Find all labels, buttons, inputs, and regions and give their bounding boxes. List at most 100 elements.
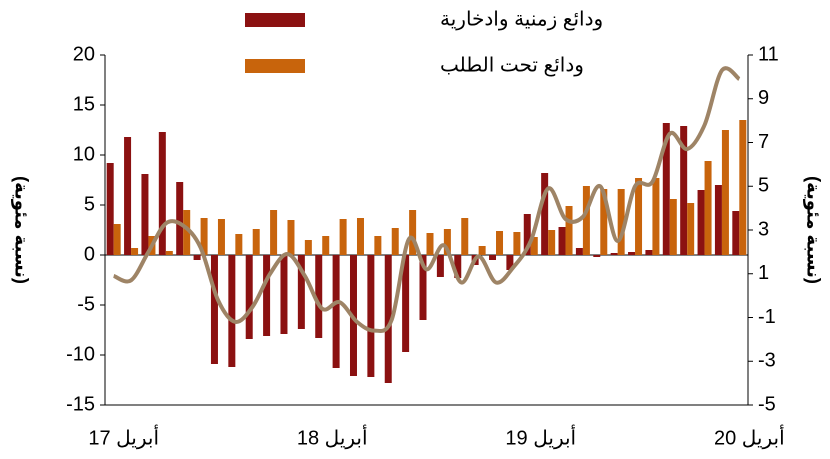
bar (141, 174, 149, 255)
bar (183, 210, 191, 255)
bar (322, 236, 330, 255)
bar (228, 255, 236, 367)
bar (436, 255, 444, 277)
bar (662, 123, 670, 255)
bar (593, 255, 601, 257)
bar (158, 132, 166, 255)
bar (124, 137, 132, 255)
bar (367, 255, 375, 377)
bar (384, 255, 392, 383)
bar (582, 186, 590, 255)
bar (176, 182, 184, 255)
bar (575, 248, 583, 255)
bar (419, 255, 427, 320)
legend-swatch (245, 59, 305, 73)
bar (235, 234, 243, 255)
y2-tick-label: 9 (758, 87, 769, 109)
y-axis-label: (نسبة مئوية) (10, 176, 31, 284)
bar (652, 178, 660, 255)
bar (523, 214, 531, 255)
bar (263, 255, 271, 336)
line (112, 66, 741, 334)
bar (461, 218, 469, 255)
bar (558, 227, 566, 255)
bar (513, 232, 521, 255)
bar (680, 126, 688, 255)
bar (356, 218, 364, 255)
bar (245, 255, 253, 339)
y-tick-label: 20 (73, 43, 95, 65)
bar (409, 210, 417, 255)
y2-tick-label: 3 (758, 218, 769, 240)
y-tick-label: -15 (66, 393, 95, 415)
x-tick-label: أبريل 17 (88, 424, 159, 449)
x-tick-label: أبريل 20 (714, 424, 785, 449)
bar (339, 219, 347, 255)
bar (635, 178, 643, 255)
bar (165, 251, 173, 255)
bar (669, 199, 677, 255)
bar (496, 231, 504, 255)
bar (645, 250, 653, 255)
bar (478, 246, 486, 255)
y2-tick-label: -1 (758, 306, 776, 328)
bar (315, 255, 323, 338)
y-tick-label: -5 (77, 293, 95, 315)
y2-tick-label: -5 (758, 393, 776, 415)
bar (200, 218, 208, 255)
y-tick-label: 15 (73, 93, 95, 115)
x-tick-label: أبريل 19 (505, 424, 576, 449)
bar (332, 255, 340, 368)
bar (714, 185, 722, 255)
y2-tick-label: 11 (758, 43, 779, 65)
bar (280, 255, 288, 334)
bar (113, 224, 121, 255)
y2-tick-label: 5 (758, 175, 769, 197)
y-tick-label: 10 (73, 143, 95, 165)
bar (600, 189, 608, 255)
bar (131, 248, 139, 255)
bar (426, 233, 434, 255)
bar (704, 161, 712, 255)
y-tick-label: -10 (66, 343, 95, 365)
bar (721, 130, 729, 255)
y-tick-label: 5 (84, 193, 95, 215)
bar (297, 255, 305, 329)
bar (252, 229, 260, 255)
x-tick-label: أبريل 18 (297, 424, 368, 449)
y2-tick-label: 7 (758, 131, 769, 153)
bar (374, 236, 382, 255)
legend-label: ودائع تحت الطلب (440, 54, 584, 76)
bar (287, 220, 295, 255)
y-tick-label: 0 (84, 243, 95, 265)
y2-tick-label: 1 (758, 262, 769, 284)
bar (106, 163, 114, 255)
legend-swatch (245, 13, 305, 27)
bar (193, 255, 201, 260)
bar (217, 219, 225, 255)
bar (489, 255, 497, 260)
bar (454, 255, 462, 278)
bar (391, 228, 399, 255)
bar (565, 206, 573, 255)
bar (210, 255, 218, 364)
bar (506, 255, 514, 270)
bar (304, 240, 312, 255)
legend-label: ودائع زمنية وادخارية (440, 8, 603, 30)
bar (548, 230, 556, 255)
bar (628, 252, 636, 255)
y2-axis-label: (نسبة مئوية) (802, 176, 823, 284)
bar (443, 229, 451, 255)
bar (617, 189, 625, 255)
bar (739, 120, 747, 255)
bar (610, 253, 618, 255)
bar (541, 173, 549, 255)
bar (270, 210, 278, 255)
bar (697, 190, 705, 255)
y2-tick-label: -3 (758, 350, 776, 372)
bar (402, 255, 410, 352)
bar (687, 203, 695, 255)
bar (732, 211, 740, 255)
bar (530, 237, 538, 255)
